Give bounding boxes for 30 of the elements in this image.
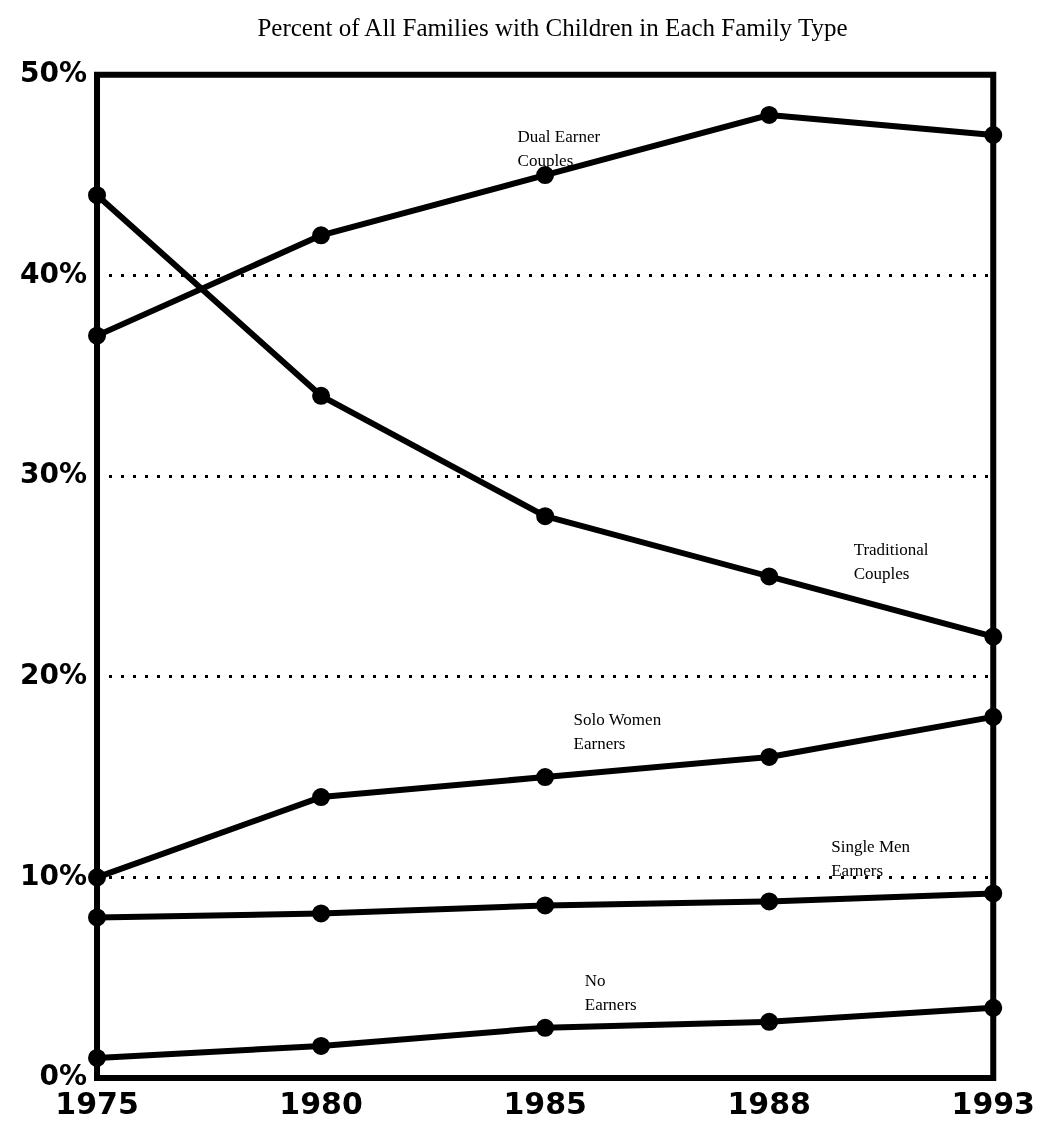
point <box>312 1036 331 1055</box>
series-label: Dual Earner Couples <box>517 126 601 170</box>
x-tick-label: 1988 <box>727 1085 811 1121</box>
point <box>312 226 331 245</box>
point <box>312 386 331 405</box>
series-label: Traditional Couples <box>853 539 929 583</box>
point <box>536 166 555 185</box>
series-label: No Earners <box>584 971 637 1015</box>
point <box>312 788 331 807</box>
point <box>760 105 779 124</box>
y-tick-label: 40% <box>19 256 88 290</box>
point <box>760 567 779 586</box>
point <box>760 1012 779 1031</box>
y-tick-label: 20% <box>19 658 88 691</box>
y-tick-label: 50% <box>19 56 88 90</box>
series-label: Solo Women Earners <box>573 710 662 754</box>
y-tick-label: 10% <box>19 858 88 892</box>
point <box>536 896 555 915</box>
point <box>536 768 555 787</box>
point <box>760 892 779 911</box>
point <box>536 1018 555 1037</box>
y-tick-label: 30% <box>19 457 88 491</box>
chart-title: Percent of All Families with Children in Each Family Type <box>256 14 849 42</box>
x-tick-label: 1985 <box>503 1085 587 1121</box>
series-label: Single Men Earners <box>831 836 911 880</box>
x-tick-label: 1980 <box>279 1085 363 1121</box>
point <box>536 507 555 526</box>
point <box>312 904 331 923</box>
x-tick-label: 1993 <box>951 1085 1035 1121</box>
point <box>760 747 779 766</box>
